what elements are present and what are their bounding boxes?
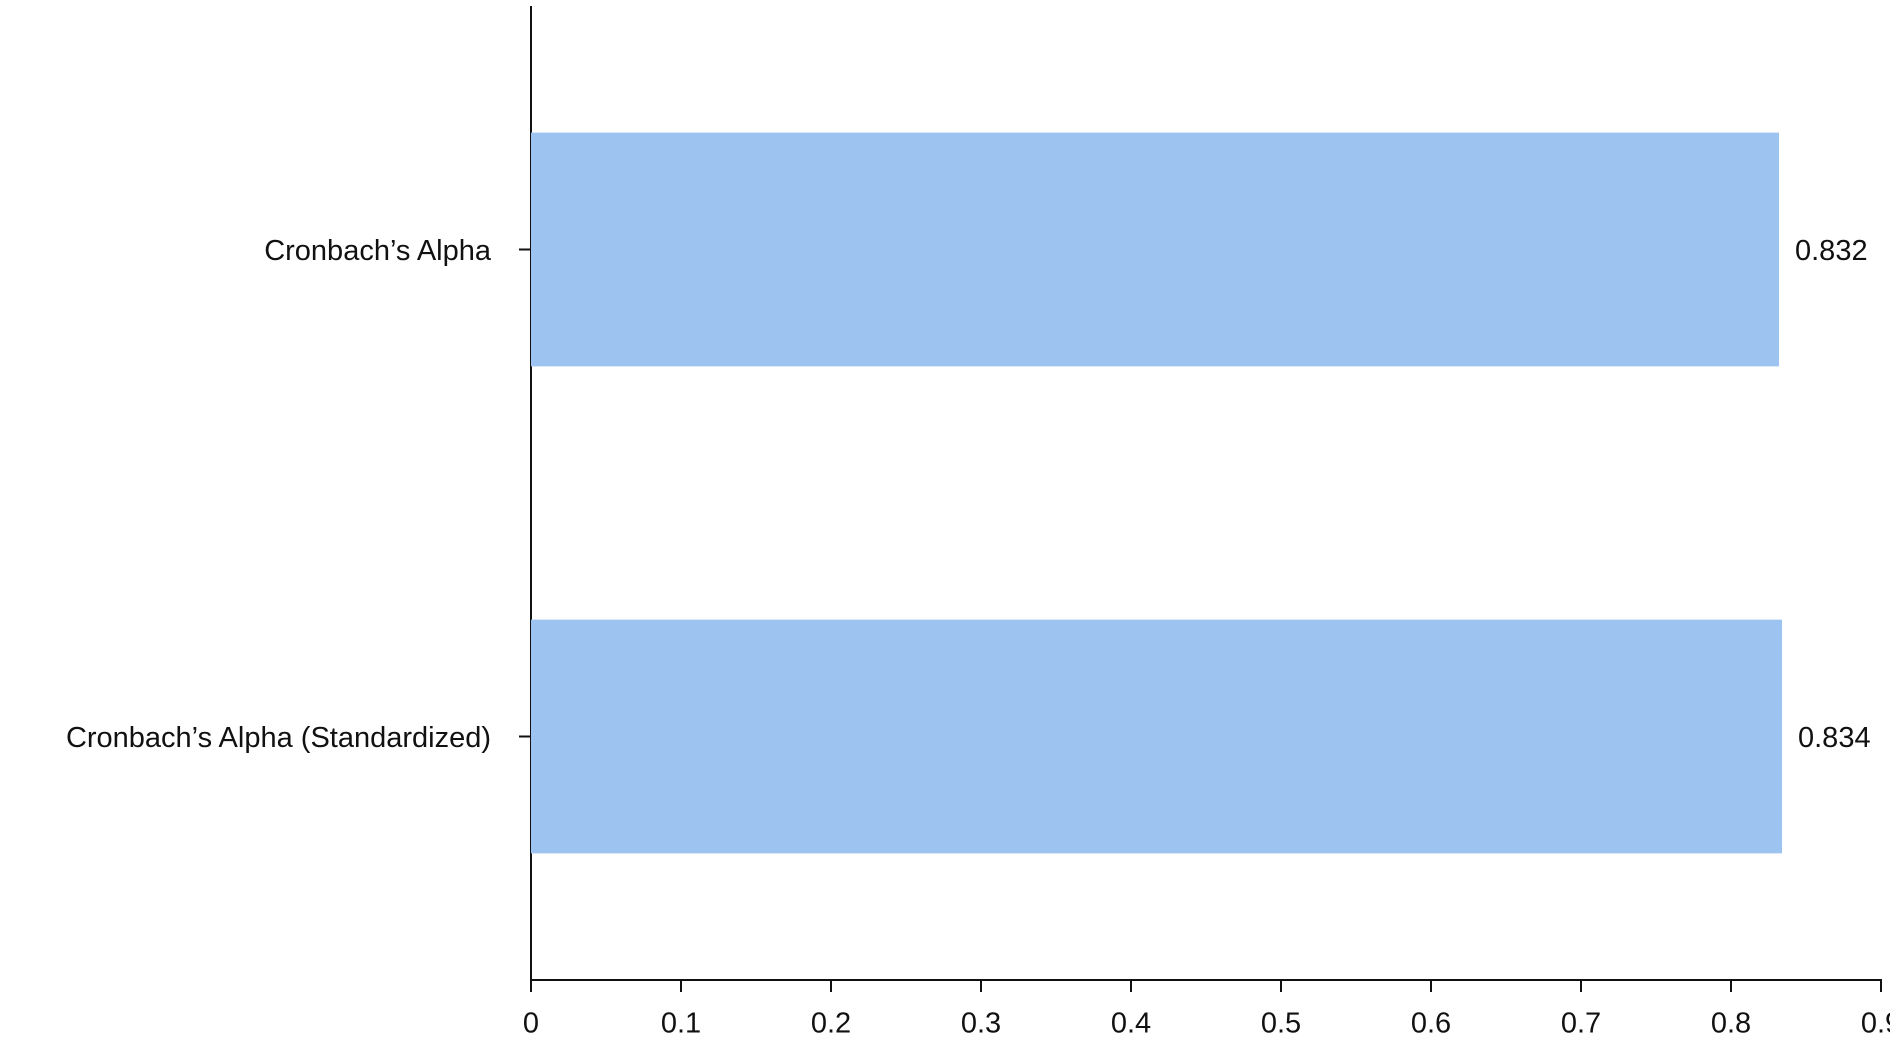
x-tick-label: 0.1 — [661, 1008, 701, 1040]
value-label: 0.832 — [1795, 235, 1868, 267]
x-tick-label: 0 — [523, 1008, 539, 1040]
x-tick-label: 0.5 — [1261, 1008, 1301, 1040]
x-tick-label: 0.6 — [1411, 1008, 1451, 1040]
x-tick-label: 0.7 — [1561, 1008, 1601, 1040]
x-tick-label: 0.2 — [811, 1008, 851, 1040]
x-tick-label: 0.9 — [1861, 1008, 1890, 1040]
x-tick-label: 0.4 — [1111, 1008, 1151, 1040]
bar — [531, 619, 1782, 854]
value-label: 0.834 — [1798, 722, 1871, 754]
bar — [531, 132, 1779, 367]
y-tick-label: Cronbach’s Alpha (Standardized) — [66, 722, 491, 754]
x-tick-label: 0.8 — [1711, 1008, 1751, 1040]
x-tick-label: 0.3 — [961, 1008, 1001, 1040]
y-tick-label: Cronbach’s Alpha — [264, 235, 492, 267]
